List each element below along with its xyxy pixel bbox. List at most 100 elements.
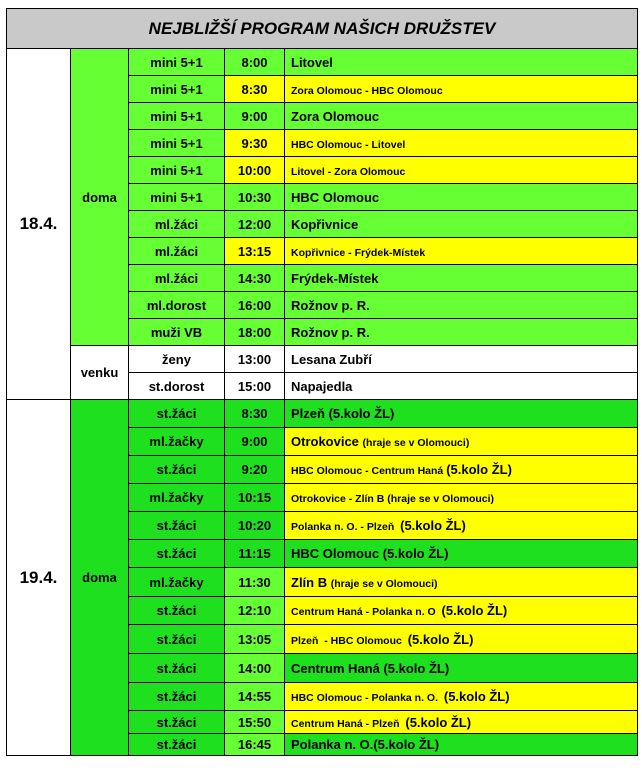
match-text: Plzeň - HBC Olomouc [291,634,408,647]
match-text: (5.kolo ŽL) [405,714,472,730]
team-cell: ml.žáci [128,237,225,265]
table-row: 18.4. doma mini 5+1 8:00 Litovel [6,48,638,400]
match-cell: Polanka n. O. - Plzeň (5.kolo ŽL) [284,511,638,540]
time-cell: 15:50 [224,710,285,734]
table-row: ml.žačky 11:30 Zlín B (hraje se v Olomouci… [7,567,638,597]
place-cell: doma [70,48,129,346]
match-text: Litovel - Zora Olomouc [291,165,406,178]
time-cell: 16:45 [224,733,285,756]
match-text: (5.kolo ŽL) [400,518,466,533]
table-row: mini 5+1 9:30 HBC Olomouc - Litovel [7,129,638,157]
match-text: Lesana Zubří [291,351,372,367]
team-cell: ml.žačky [128,483,225,512]
time-cell: 16:00 [224,291,285,319]
match-text: Zora Olomouc [291,108,380,124]
time-cell: 9:00 [224,102,285,130]
table-row: st.žáci 12:10 Centrum Haná - Polanka n. O … [7,596,638,625]
match-text: Plzeň (5.kolo ŽL) [291,406,395,421]
table-row: st.žáci 16:45 Polanka n. O.(5.kolo ŽL) [7,733,638,756]
time-cell: 9:20 [224,455,285,484]
match-text: HBC Olomouc - Polanka n. O. [291,692,444,704]
team-cell: mini 5+1 [128,183,225,211]
match-text: (5.kolo ŽL) [441,603,508,618]
time-cell: 13:15 [224,237,285,265]
place-cell: doma [70,399,129,756]
time-cell: 11:15 [224,539,285,568]
match-text: (5.kolo ŽL) [446,462,512,477]
team-cell: mini 5+1 [128,48,225,76]
match-text: Centrum Haná (5.kolo ŽL) [291,660,450,676]
match-cell: Centrum Haná (5.kolo ŽL) [284,653,638,683]
team-cell: st.žáci [128,710,225,734]
match-text: Rožnov p. R. [291,324,370,340]
match-text: Frýdek-Místek [291,270,379,286]
table-row: st.žáci 13:05 Plzeň - HBC Olomouc (5.kolo … [7,624,638,654]
match-cell: Napajedla [284,372,638,400]
table-row: muži VB 18:00 Rožnov p. R. [7,318,638,346]
match-cell: Kopřivnice [284,210,638,238]
match-text: Napajedla [291,378,353,394]
time-cell: 9:00 [224,427,285,456]
time-cell: 15:00 [224,372,285,400]
table-row: 19.4. doma st.žáci 8:30 Plzeň (5.kolo ŽL) [6,399,638,756]
match-cell: Otrokovice (hraje se v Olomouci) [284,427,638,456]
team-cell: st.žáci [128,511,225,540]
schedule-table: NEJBLIŽŠÍ PROGRAM NAŠICH DRUŽSTEV 18.4. d… [6,8,638,756]
team-cell: st.žáci [128,682,225,711]
table-row: ml.dorost 16:00 Rožnov p. R. [7,291,638,319]
match-cell: Lesana Zubří [284,345,638,373]
date-cell: 19.4. [6,399,71,756]
match-cell: Litovel [284,48,638,76]
match-cell: HBC Olomouc (5.kolo ŽL) [284,539,638,568]
table-row: ml.žáci 14:30 Frýdek-Místek [7,264,638,292]
time-cell: 10:30 [224,183,285,211]
team-cell: ml.žačky [128,567,225,597]
match-cell: Zora Olomouc [284,102,638,130]
time-cell: 10:15 [224,483,285,512]
match-text: (5.kolo ŽL) [443,689,510,704]
page-title: NEJBLIŽŠÍ PROGRAM NAŠICH DRUŽSTEV [6,8,638,49]
match-cell: Frýdek-Místek [284,264,638,292]
table-row: ml.žáci 12:00 Kopřivnice [7,210,638,238]
team-cell: ml.žáci [128,264,225,292]
match-text: HBC Olomouc (5.kolo ŽL) [291,546,449,561]
time-cell: 14:00 [224,653,285,683]
title-row: NEJBLIŽŠÍ PROGRAM NAŠICH DRUŽSTEV [6,8,638,49]
match-cell: Plzeň (5.kolo ŽL) [284,399,638,428]
table-row: st.dorost 15:00 Napajedla [7,372,638,400]
match-cell: Centrum Haná - Polanka n. O (5.kolo ŽL) [284,596,638,625]
match-cell: Rožnov p. R. [284,291,638,319]
match-cell: HBC Olomouc - Polanka n. O. (5.kolo ŽL) [284,682,638,711]
table-row: ml.žačky 10:15 Otrokovice - Zlín B (hraje … [7,483,638,512]
match-cell: Kopřivnice - Frýdek-Místek [284,237,638,265]
match-cell: HBC Olomouc [284,183,638,211]
team-cell: st.žáci [128,624,225,654]
match-cell: Polanka n. O.(5.kolo ŽL) [284,733,638,756]
match-text: Litovel [291,54,333,70]
time-cell: 8:30 [224,399,285,428]
table-row: st.žáci 14:55 HBC Olomouc - Polanka n. O. … [7,682,638,711]
team-cell: ml.žačky [128,427,225,456]
match-cell: Rožnov p. R. [284,318,638,346]
match-text: Polanka n. O.(5.kolo ŽL) [291,737,440,752]
time-cell: 12:10 [224,596,285,625]
time-cell: 10:20 [224,511,285,540]
time-cell: 10:00 [224,156,285,184]
match-cell: HBC Olomouc - Litovel [284,129,638,157]
time-cell: 13:05 [224,624,285,654]
match-cell: Plzeň - HBC Olomouc (5.kolo ŽL) [284,624,638,654]
time-cell: 12:00 [224,210,285,238]
place-cell: venku [70,345,129,400]
match-text: Centrum Haná - Polanka n. O [291,606,442,618]
match-text: (hraje se v Olomouci) [330,577,438,590]
match-text: Kopřivnice - Frýdek-Místek [291,246,426,259]
match-text: Kopřivnice [291,216,359,232]
team-cell: st.žáci [128,653,225,683]
table-row: ml.žáci 13:15 Kopřivnice - Frýdek-Místek [7,237,638,265]
match-text: Polanka n. O. - Plzeň [291,521,401,533]
match-cell: Zlín B (hraje se v Olomouci) [284,567,638,597]
match-text: Otrokovice - Zlín B (hraje se v Olomouci… [291,493,495,505]
team-cell: st.žáci [128,596,225,625]
match-text: Centrum Haná - Plzeň [291,717,406,730]
team-cell: ml.žáci [128,210,225,238]
